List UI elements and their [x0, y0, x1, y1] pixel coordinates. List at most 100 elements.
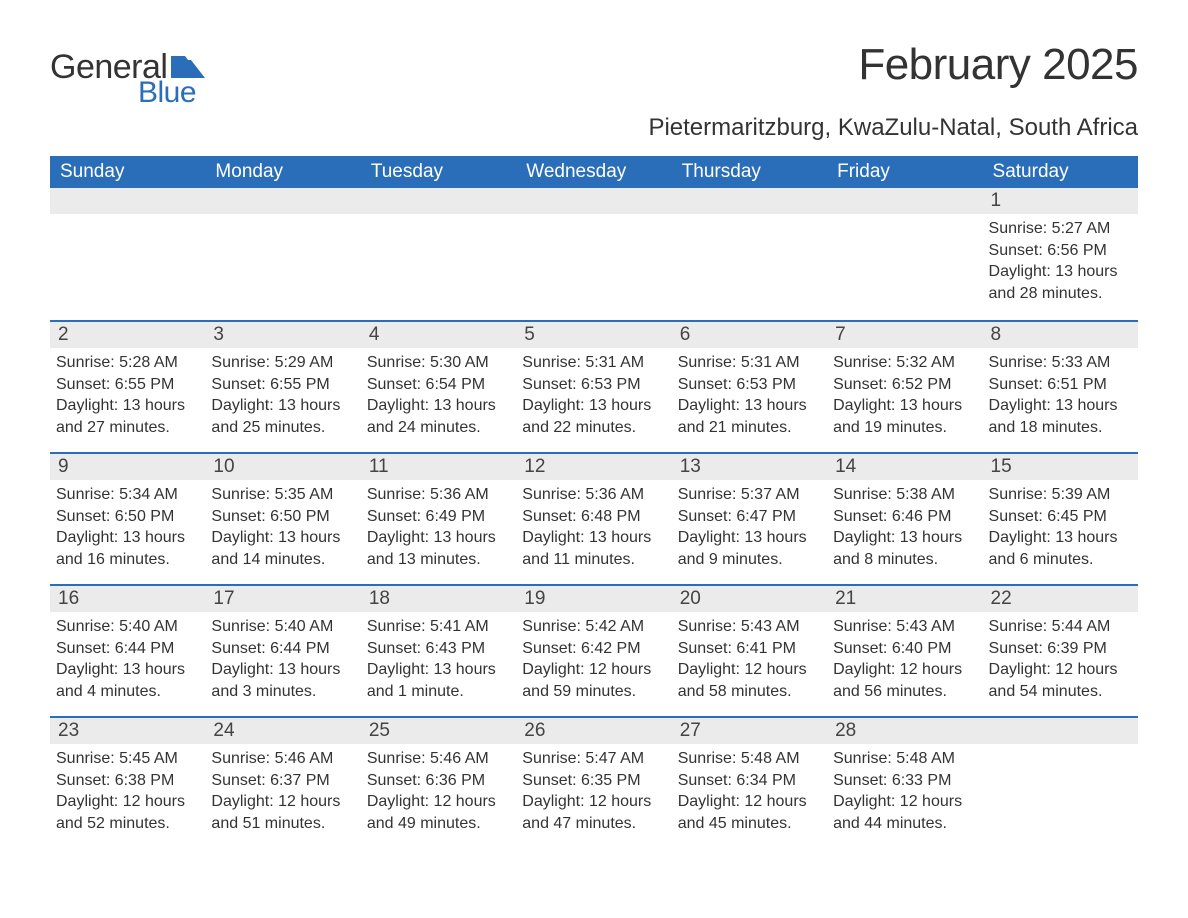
- sunset-line: Sunset: 6:40 PM: [833, 638, 976, 660]
- day-content: Sunrise: 5:43 AMSunset: 6:41 PMDaylight:…: [672, 612, 827, 714]
- day-content: Sunrise: 5:48 AMSunset: 6:33 PMDaylight:…: [827, 744, 982, 846]
- day-cell: 8Sunrise: 5:33 AMSunset: 6:51 PMDaylight…: [983, 322, 1138, 452]
- day-content: Sunrise: 5:28 AMSunset: 6:55 PMDaylight:…: [50, 348, 205, 450]
- day-content: Sunrise: 5:45 AMSunset: 6:38 PMDaylight:…: [50, 744, 205, 846]
- day-number: 21: [827, 586, 982, 612]
- sunrise-line: Sunrise: 5:30 AM: [367, 352, 510, 374]
- day-number: 22: [983, 586, 1138, 612]
- day-content: Sunrise: 5:39 AMSunset: 6:45 PMDaylight:…: [983, 480, 1138, 582]
- day-number: 8: [983, 322, 1138, 348]
- daylight-line: Daylight: 13 hours and 1 minute.: [367, 659, 510, 702]
- sunset-line: Sunset: 6:49 PM: [367, 506, 510, 528]
- week-row: 1Sunrise: 5:27 AMSunset: 6:56 PMDaylight…: [50, 188, 1138, 320]
- daylight-line: Daylight: 12 hours and 45 minutes.: [678, 791, 821, 834]
- day-cell: 19Sunrise: 5:42 AMSunset: 6:42 PMDayligh…: [516, 586, 671, 716]
- day-cell: 26Sunrise: 5:47 AMSunset: 6:35 PMDayligh…: [516, 718, 671, 848]
- daylight-line: Daylight: 13 hours and 16 minutes.: [56, 527, 199, 570]
- weekday-monday: Monday: [205, 156, 360, 188]
- sunrise-line: Sunrise: 5:28 AM: [56, 352, 199, 374]
- sunset-line: Sunset: 6:44 PM: [211, 638, 354, 660]
- sunrise-line: Sunrise: 5:31 AM: [522, 352, 665, 374]
- day-content: [50, 214, 205, 230]
- day-number: [827, 188, 982, 214]
- day-cell: 18Sunrise: 5:41 AMSunset: 6:43 PMDayligh…: [361, 586, 516, 716]
- sunrise-line: Sunrise: 5:32 AM: [833, 352, 976, 374]
- day-number: 19: [516, 586, 671, 612]
- daylight-line: Daylight: 13 hours and 3 minutes.: [211, 659, 354, 702]
- page-title: February 2025: [858, 40, 1138, 90]
- day-number: 25: [361, 718, 516, 744]
- day-number: [205, 188, 360, 214]
- daylight-line: Daylight: 13 hours and 4 minutes.: [56, 659, 199, 702]
- sunset-line: Sunset: 6:45 PM: [989, 506, 1132, 528]
- sunrise-line: Sunrise: 5:44 AM: [989, 616, 1132, 638]
- sunset-line: Sunset: 6:48 PM: [522, 506, 665, 528]
- logo-word-blue: Blue: [138, 78, 205, 108]
- day-content: Sunrise: 5:46 AMSunset: 6:36 PMDaylight:…: [361, 744, 516, 846]
- day-number: 9: [50, 454, 205, 480]
- daylight-line: Daylight: 12 hours and 47 minutes.: [522, 791, 665, 834]
- sunset-line: Sunset: 6:35 PM: [522, 770, 665, 792]
- day-cell: [516, 188, 671, 320]
- sunrise-line: Sunrise: 5:45 AM: [56, 748, 199, 770]
- day-content: Sunrise: 5:33 AMSunset: 6:51 PMDaylight:…: [983, 348, 1138, 450]
- day-number: 7: [827, 322, 982, 348]
- day-number: [361, 188, 516, 214]
- weekday-tuesday: Tuesday: [361, 156, 516, 188]
- day-cell: [983, 718, 1138, 848]
- daylight-line: Daylight: 13 hours and 14 minutes.: [211, 527, 354, 570]
- week-row: 9Sunrise: 5:34 AMSunset: 6:50 PMDaylight…: [50, 452, 1138, 584]
- day-cell: 14Sunrise: 5:38 AMSunset: 6:46 PMDayligh…: [827, 454, 982, 584]
- sunrise-line: Sunrise: 5:43 AM: [833, 616, 976, 638]
- day-cell: 23Sunrise: 5:45 AMSunset: 6:38 PMDayligh…: [50, 718, 205, 848]
- sunset-line: Sunset: 6:46 PM: [833, 506, 976, 528]
- daylight-line: Daylight: 13 hours and 9 minutes.: [678, 527, 821, 570]
- day-content: Sunrise: 5:40 AMSunset: 6:44 PMDaylight:…: [50, 612, 205, 714]
- day-cell: 4Sunrise: 5:30 AMSunset: 6:54 PMDaylight…: [361, 322, 516, 452]
- day-content: [827, 214, 982, 230]
- day-cell: 22Sunrise: 5:44 AMSunset: 6:39 PMDayligh…: [983, 586, 1138, 716]
- sunrise-line: Sunrise: 5:40 AM: [211, 616, 354, 638]
- daylight-line: Daylight: 13 hours and 18 minutes.: [989, 395, 1132, 438]
- sunset-line: Sunset: 6:33 PM: [833, 770, 976, 792]
- day-content: Sunrise: 5:35 AMSunset: 6:50 PMDaylight:…: [205, 480, 360, 582]
- day-content: [205, 214, 360, 230]
- daylight-line: Daylight: 12 hours and 59 minutes.: [522, 659, 665, 702]
- sunrise-line: Sunrise: 5:34 AM: [56, 484, 199, 506]
- day-number: [672, 188, 827, 214]
- day-number: 15: [983, 454, 1138, 480]
- day-cell: 12Sunrise: 5:36 AMSunset: 6:48 PMDayligh…: [516, 454, 671, 584]
- daylight-line: Daylight: 13 hours and 22 minutes.: [522, 395, 665, 438]
- day-content: [672, 214, 827, 230]
- sunset-line: Sunset: 6:42 PM: [522, 638, 665, 660]
- day-cell: 17Sunrise: 5:40 AMSunset: 6:44 PMDayligh…: [205, 586, 360, 716]
- sunset-line: Sunset: 6:53 PM: [522, 374, 665, 396]
- day-content: Sunrise: 5:38 AMSunset: 6:46 PMDaylight:…: [827, 480, 982, 582]
- sunrise-line: Sunrise: 5:27 AM: [989, 218, 1132, 240]
- day-content: Sunrise: 5:27 AMSunset: 6:56 PMDaylight:…: [983, 214, 1138, 316]
- sunset-line: Sunset: 6:50 PM: [211, 506, 354, 528]
- day-number: 10: [205, 454, 360, 480]
- sunset-line: Sunset: 6:50 PM: [56, 506, 199, 528]
- daylight-line: Daylight: 13 hours and 27 minutes.: [56, 395, 199, 438]
- sunrise-line: Sunrise: 5:46 AM: [367, 748, 510, 770]
- sunset-line: Sunset: 6:44 PM: [56, 638, 199, 660]
- location-subtitle: Pietermaritzburg, KwaZulu-Natal, South A…: [50, 114, 1138, 142]
- day-cell: [361, 188, 516, 320]
- daylight-line: Daylight: 12 hours and 54 minutes.: [989, 659, 1132, 702]
- day-cell: [50, 188, 205, 320]
- weekday-saturday: Saturday: [983, 156, 1138, 188]
- day-number: 5: [516, 322, 671, 348]
- day-content: Sunrise: 5:37 AMSunset: 6:47 PMDaylight:…: [672, 480, 827, 582]
- sunrise-line: Sunrise: 5:48 AM: [833, 748, 976, 770]
- day-number: 18: [361, 586, 516, 612]
- sunrise-line: Sunrise: 5:39 AM: [989, 484, 1132, 506]
- day-number: [983, 718, 1138, 744]
- day-content: Sunrise: 5:41 AMSunset: 6:43 PMDaylight:…: [361, 612, 516, 714]
- day-content: Sunrise: 5:36 AMSunset: 6:49 PMDaylight:…: [361, 480, 516, 582]
- week-row: 23Sunrise: 5:45 AMSunset: 6:38 PMDayligh…: [50, 716, 1138, 848]
- day-content: Sunrise: 5:46 AMSunset: 6:37 PMDaylight:…: [205, 744, 360, 846]
- day-content: Sunrise: 5:31 AMSunset: 6:53 PMDaylight:…: [672, 348, 827, 450]
- weekday-thursday: Thursday: [672, 156, 827, 188]
- day-cell: 7Sunrise: 5:32 AMSunset: 6:52 PMDaylight…: [827, 322, 982, 452]
